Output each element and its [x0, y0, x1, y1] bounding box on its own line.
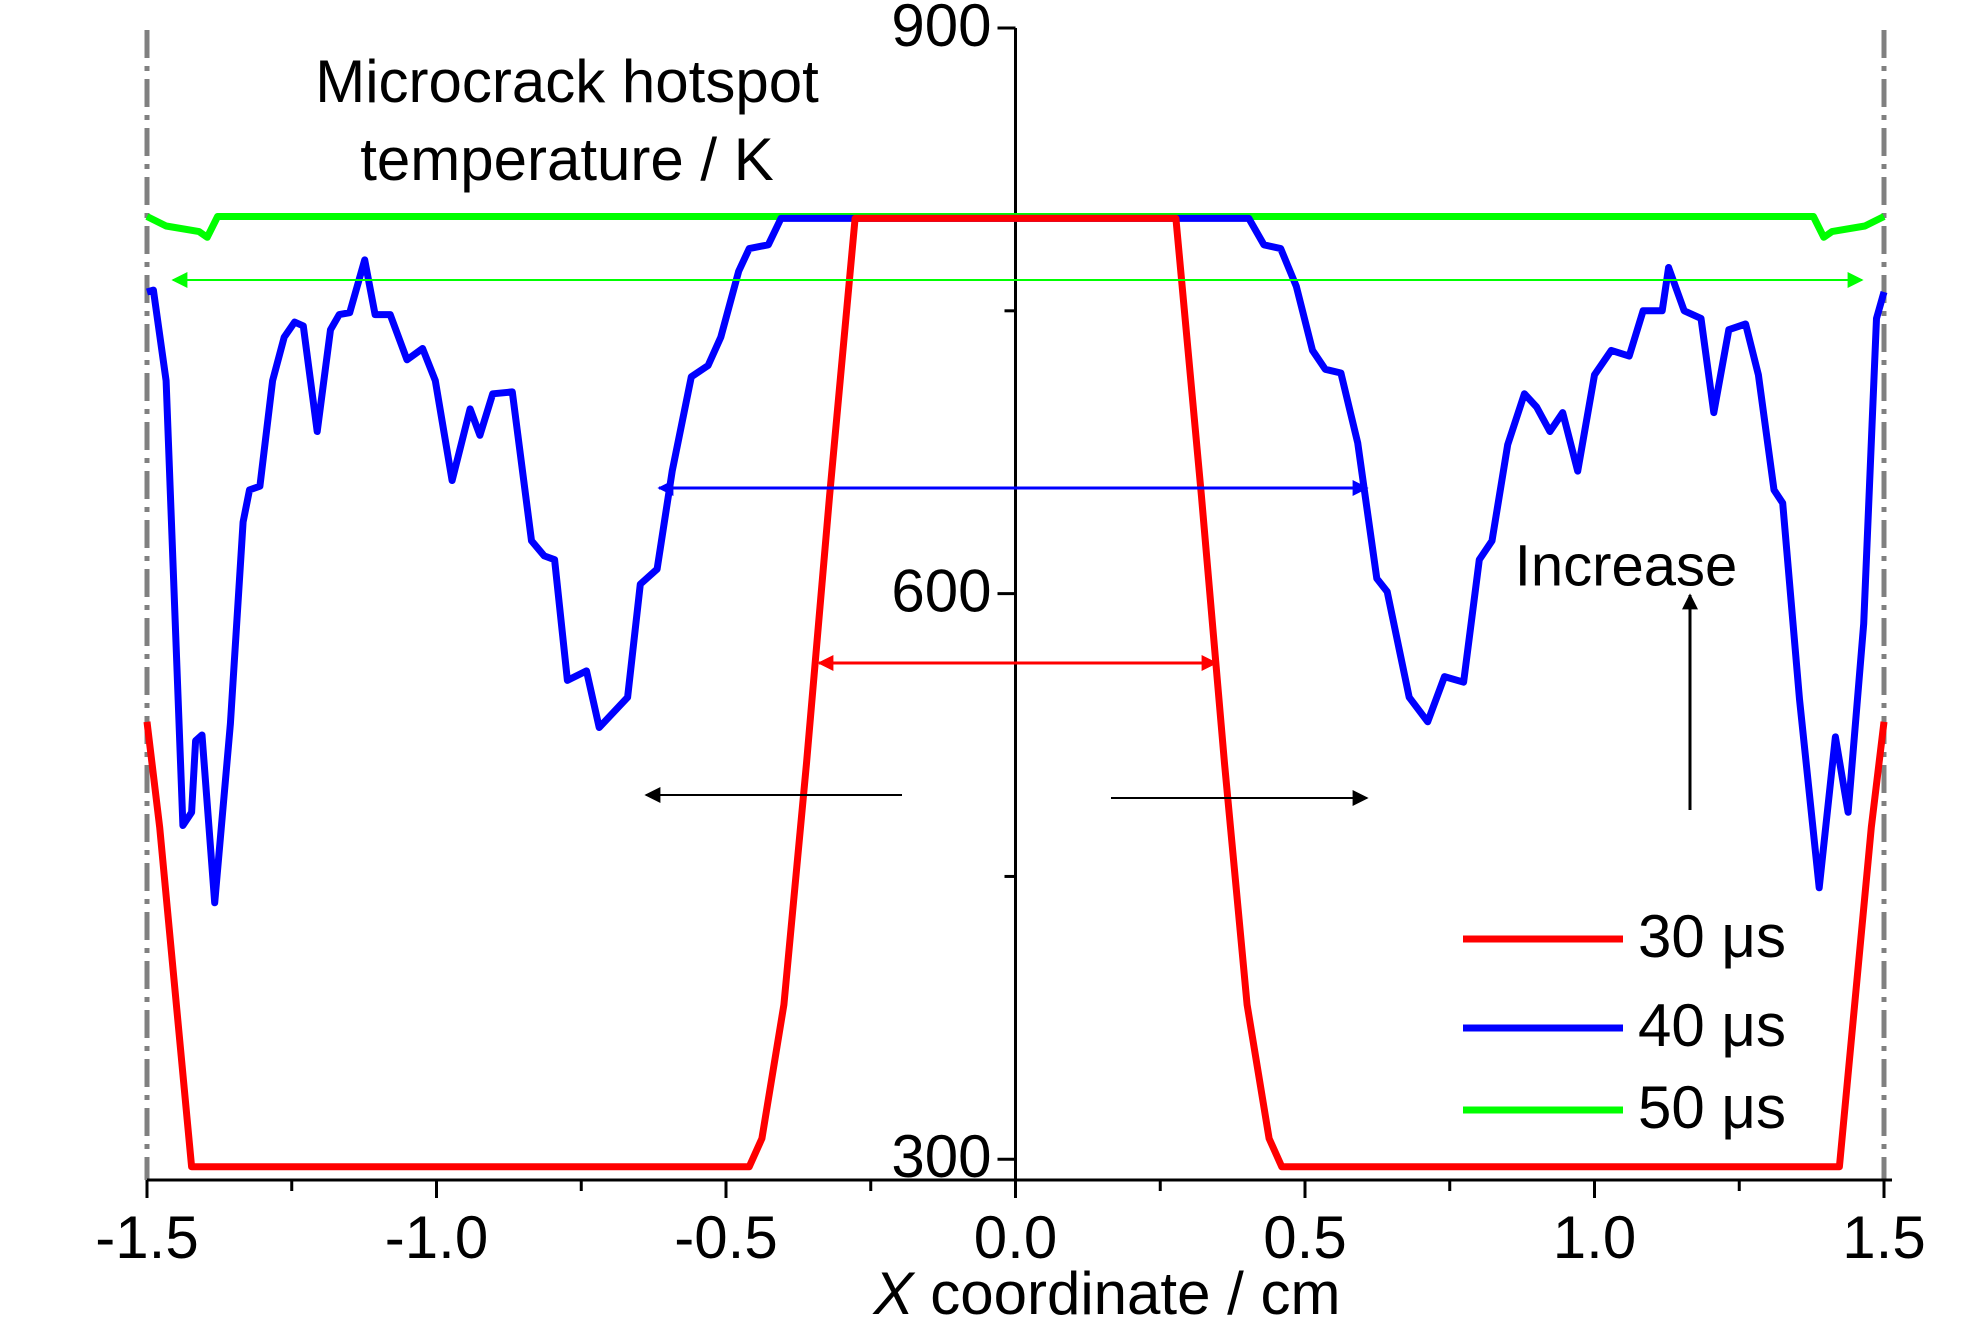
y-axis-title: temperature / K [360, 126, 774, 193]
x-tick-label: 0.0 [974, 1204, 1057, 1271]
annotations: Increase [171, 272, 1864, 810]
x-tick-label: 0.5 [1263, 1204, 1346, 1271]
series-line [146, 214, 1888, 907]
x-axis-title: X coordinate / cm [872, 1260, 1341, 1323]
y-tick-label: 300 [891, 1123, 991, 1190]
series-line [143, 214, 1888, 1171]
legend-label: 30 μs [1638, 903, 1786, 970]
x-axis-unit: coordinate / cm [930, 1260, 1340, 1323]
x-tick-label: 1.5 [1842, 1204, 1925, 1271]
legend-label: 50 μs [1638, 1074, 1786, 1141]
x-tick-label: 1.0 [1553, 1204, 1636, 1271]
x-tick-label: -0.5 [674, 1204, 777, 1271]
y-tick-label: 600 [891, 557, 991, 624]
y-axis-title: Microcrack hotspot [315, 48, 819, 115]
legend-label: 40 μs [1638, 992, 1786, 1059]
increase-label: Increase [1515, 533, 1737, 598]
x-axis-variable: X [872, 1260, 916, 1323]
x-tick-label: -1.5 [95, 1204, 198, 1271]
x-tick-label: -1.0 [385, 1204, 488, 1271]
plot-area: -1.5 -1.0 -0.5 0.0 0.5 1.0 1.5 300 600 900 30 μs 40… [95, 0, 1925, 1271]
y-tick-label: 900 [891, 0, 991, 59]
